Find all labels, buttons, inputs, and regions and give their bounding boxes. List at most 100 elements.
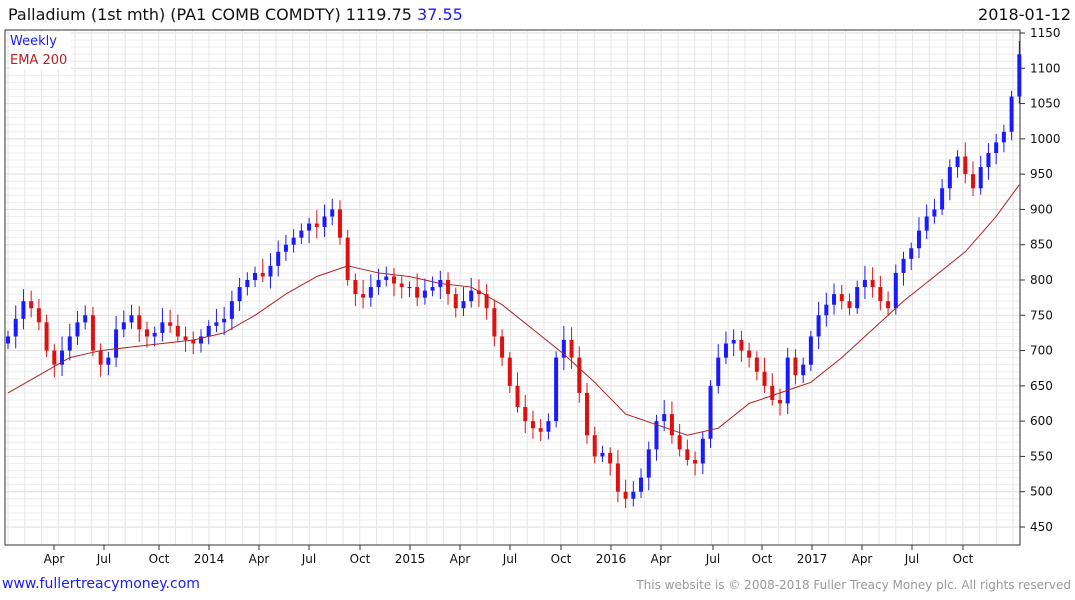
x-tick-label: Jul — [502, 552, 517, 566]
legend: Weekly EMA 200 — [10, 32, 72, 70]
candle-body — [129, 315, 134, 323]
x-tick-label: Jul — [301, 552, 316, 566]
candle-body — [816, 315, 821, 337]
candle-body — [808, 336, 813, 365]
candle-body — [345, 237, 350, 280]
candle-body — [299, 230, 304, 238]
candle-body — [801, 364, 806, 376]
candle-body — [824, 304, 829, 316]
candle-body — [862, 279, 867, 288]
candle-body — [237, 287, 242, 302]
candle-body — [538, 428, 543, 432]
x-tick-label: 2016 — [596, 552, 627, 566]
copyright: This website is © 2008-2018 Fuller Treac… — [636, 578, 1071, 592]
candle-body — [361, 294, 366, 298]
candle-body — [693, 459, 698, 464]
y-tick-label: 1050 — [1030, 97, 1061, 111]
y-tick-label: 1100 — [1030, 61, 1061, 75]
candle-body — [214, 322, 219, 326]
y-tick-label: 750 — [1030, 308, 1053, 322]
candle-body — [916, 230, 921, 249]
candle-body — [114, 329, 119, 358]
candle-body — [222, 318, 227, 323]
candle-body — [978, 167, 983, 189]
chart-date: 2018-01-12 — [978, 5, 1071, 24]
x-tick-label: Oct — [551, 552, 572, 566]
candle-body — [384, 276, 389, 280]
candle-body — [283, 244, 288, 252]
candle-body — [52, 350, 57, 365]
candle-body — [778, 399, 782, 404]
y-tick-label: 550 — [1030, 449, 1053, 463]
candle-body — [168, 322, 173, 326]
candle-body — [83, 315, 88, 323]
price-chart: Apr Jul Oct 2014 Apr Jul Oct 2015 Apr Jul Oct 2016 A… — [4, 26, 1061, 566]
candle-body — [6, 336, 10, 344]
candle-body — [932, 209, 937, 217]
candle-body — [901, 258, 906, 273]
x-tick-label: Oct — [350, 552, 371, 566]
candle-body — [654, 421, 659, 450]
candle-body — [793, 357, 798, 376]
candle-body — [646, 449, 651, 478]
candle-body — [615, 463, 620, 492]
candle-body — [585, 392, 589, 436]
candle-body — [199, 336, 203, 344]
candle-body — [770, 385, 775, 400]
candle-body — [152, 332, 157, 337]
candle-body — [569, 339, 574, 358]
candle-body — [276, 251, 281, 266]
candle-body — [546, 421, 551, 432]
candle-body — [98, 350, 103, 365]
x-tick-label: 2017 — [797, 552, 828, 566]
candle-body — [639, 477, 644, 492]
candle-body — [422, 290, 427, 298]
candle-body — [631, 491, 636, 499]
y-tick-label: 450 — [1030, 520, 1053, 534]
candle-body — [839, 294, 844, 302]
candle-body — [322, 216, 327, 228]
candle-body — [1009, 96, 1014, 132]
candle-body — [21, 301, 26, 319]
candle-body — [878, 287, 883, 302]
candle-body — [121, 322, 126, 330]
ema-200-line — [7, 184, 1020, 436]
candle-body — [75, 322, 80, 337]
y-tick-label: 650 — [1030, 379, 1053, 393]
candle-body — [608, 452, 613, 464]
candle-body — [662, 414, 667, 422]
y-tick-label: 900 — [1030, 202, 1053, 216]
candle-body — [592, 435, 597, 457]
legend-weekly: Weekly — [10, 34, 57, 49]
x-tick-label: Apr — [651, 552, 672, 566]
candle-body — [700, 438, 705, 464]
candle-body — [245, 279, 250, 288]
candle-body — [685, 449, 690, 460]
y-tick-label: 500 — [1030, 485, 1053, 499]
candle-body — [453, 294, 458, 309]
candle-body — [13, 318, 18, 337]
y-tick-label: 1000 — [1030, 132, 1061, 146]
x-tick-label: Oct — [953, 552, 974, 566]
candle-body — [623, 491, 628, 499]
candle-body — [314, 223, 319, 228]
candle-body — [175, 325, 180, 337]
candle-body — [415, 287, 420, 298]
candle-body — [870, 279, 875, 288]
candle-body — [577, 357, 582, 393]
plot-frame — [4, 29, 1021, 546]
candle-body — [677, 435, 682, 450]
candle-body — [886, 301, 891, 309]
x-tick-label: Apr — [852, 552, 873, 566]
candle-body — [986, 152, 991, 168]
x-tick-label: 2014 — [194, 552, 225, 566]
candle-body — [260, 272, 265, 277]
site-link[interactable]: www.fullertreacymoney.com — [2, 576, 200, 592]
candle-body — [994, 142, 999, 153]
x-tick-label: Apr — [249, 552, 270, 566]
candle-body — [337, 209, 342, 238]
x-tick-label: Jul — [96, 552, 111, 566]
candle-body — [307, 223, 312, 231]
candle-body — [29, 301, 34, 309]
y-tick-label: 800 — [1030, 273, 1053, 287]
